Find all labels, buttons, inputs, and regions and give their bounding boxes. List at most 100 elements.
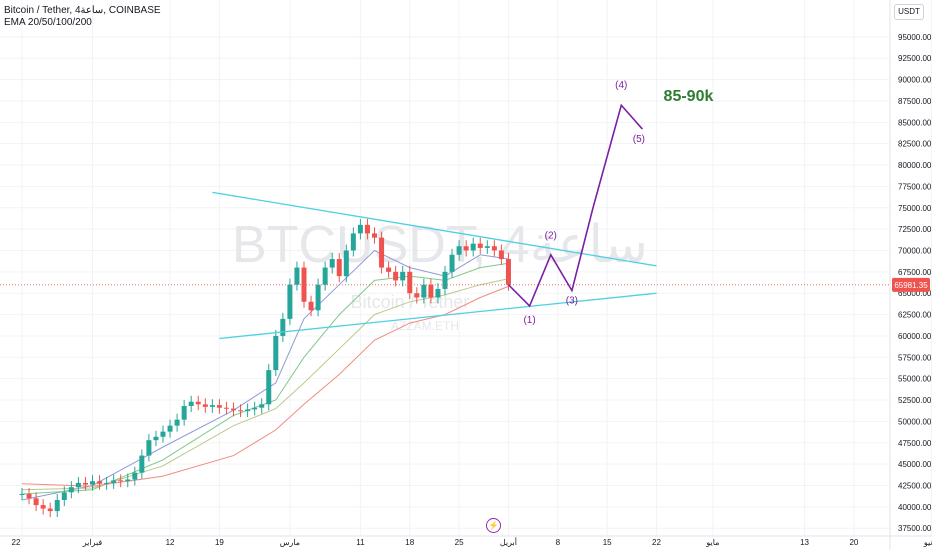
candle-body — [146, 440, 152, 456]
x-tick-label: مايو — [705, 538, 719, 547]
x-tick-label: يونيو — [923, 538, 932, 547]
candle-body — [364, 224, 370, 234]
candle-body — [202, 404, 208, 407]
x-tick-label: أبريل — [500, 536, 517, 547]
x-tick-label: 25 — [455, 538, 464, 547]
x-tick-label: 22 — [652, 538, 661, 547]
y-tick-label: 47500.00 — [898, 439, 932, 448]
wave-label: (2) — [545, 231, 557, 242]
x-tick-label: فبراير — [82, 538, 103, 547]
candle-body — [470, 243, 476, 251]
candle-body — [400, 271, 406, 281]
candle-body — [421, 284, 427, 298]
candle-body — [463, 246, 469, 251]
wave-label: (3) — [566, 295, 578, 306]
candle-body — [456, 246, 462, 255]
candle-body — [238, 410, 244, 412]
candle-body — [111, 480, 117, 483]
y-tick-label: 40000.00 — [898, 503, 932, 512]
candle-body — [386, 267, 392, 272]
candle-body — [188, 401, 194, 407]
candle-body — [160, 431, 166, 437]
y-tick-label: 37500.00 — [898, 524, 932, 533]
y-tick-label: 45000.00 — [898, 460, 932, 469]
ema-line — [21, 249, 509, 501]
candle-body — [181, 406, 187, 420]
candle-body — [26, 494, 32, 499]
candle-body — [498, 250, 504, 260]
y-tick-label: 82500.00 — [898, 140, 932, 149]
x-tick-label: 19 — [215, 538, 224, 547]
wave-label: (4) — [615, 80, 627, 91]
target-label: 85-90k — [664, 88, 714, 105]
x-tick-label: 11 — [356, 538, 365, 547]
candle-body — [308, 301, 314, 311]
candle-body — [435, 288, 441, 298]
symbol-title[interactable]: Bitcoin / Tether, 4ساعة, COINBASE — [4, 5, 161, 16]
candle-body — [357, 224, 363, 234]
y-tick-label: 95000.00 — [898, 33, 932, 42]
wave-label: (5) — [633, 134, 645, 145]
y-tick-label: 77500.00 — [898, 182, 932, 191]
candle-body — [97, 481, 103, 484]
candle-body — [167, 425, 173, 432]
candle-body — [47, 508, 53, 512]
y-tick-label: 50000.00 — [898, 417, 932, 426]
x-tick-label: 12 — [166, 538, 175, 547]
candle-body — [132, 472, 138, 480]
candle-body — [484, 246, 490, 248]
candle-body — [40, 505, 46, 509]
candle-body — [322, 267, 328, 285]
candle-body — [139, 455, 145, 473]
candle-body — [245, 409, 251, 412]
x-tick-label: 22 — [12, 538, 21, 547]
ema-line — [21, 278, 509, 491]
trendline-upper — [212, 191, 657, 267]
y-tick-label: 72500.00 — [898, 225, 932, 234]
x-tick-label: 20 — [849, 538, 858, 547]
candle-body — [442, 271, 448, 289]
candle-body — [223, 407, 229, 409]
candle-body — [252, 407, 258, 410]
currency-button[interactable]: USDT — [894, 4, 924, 20]
candle-body — [491, 246, 497, 251]
candle-body — [280, 318, 286, 336]
candle-body — [336, 259, 342, 277]
candle-body — [209, 405, 215, 407]
price-tag — [892, 277, 930, 292]
indicator-label[interactable]: EMA 20/50/100/200 — [4, 17, 92, 28]
candle-body — [414, 293, 420, 298]
y-tick-label: 62500.00 — [898, 311, 932, 320]
candle-body — [379, 237, 385, 268]
wave-label: (1) — [523, 315, 535, 326]
y-tick-label: 42500.00 — [898, 481, 932, 490]
candle-body — [329, 259, 335, 268]
candle-body — [350, 233, 356, 251]
trendline-lower — [219, 292, 657, 340]
y-tick-label: 67500.00 — [898, 268, 932, 277]
candle-body — [54, 500, 60, 512]
y-tick-label: 55000.00 — [898, 375, 932, 384]
y-tick-label: 52500.00 — [898, 396, 932, 405]
candle-body — [195, 401, 201, 405]
y-tick-label: 65000.00 — [898, 289, 932, 298]
y-tick-label: 87500.00 — [898, 97, 932, 106]
candle-body — [153, 436, 159, 441]
chart-header: Bitcoin / Tether, 4ساعة, COINBASE EMA 20… — [4, 5, 161, 29]
candle-body — [372, 233, 377, 238]
lightning-icon[interactable]: ⚡ — [486, 518, 501, 533]
candle-body — [294, 267, 300, 285]
candle-body — [82, 482, 88, 485]
candle-body — [273, 335, 279, 371]
candle-body — [90, 481, 95, 485]
wave-projection — [507, 103, 643, 308]
candle-body — [287, 284, 293, 319]
y-tick-label: 92500.00 — [898, 54, 932, 63]
y-tick-label: 60000.00 — [898, 332, 932, 341]
candle-body — [174, 419, 180, 426]
candle-body — [393, 271, 399, 281]
candle-body — [343, 250, 349, 277]
y-tick-label: 80000.00 — [898, 161, 932, 170]
